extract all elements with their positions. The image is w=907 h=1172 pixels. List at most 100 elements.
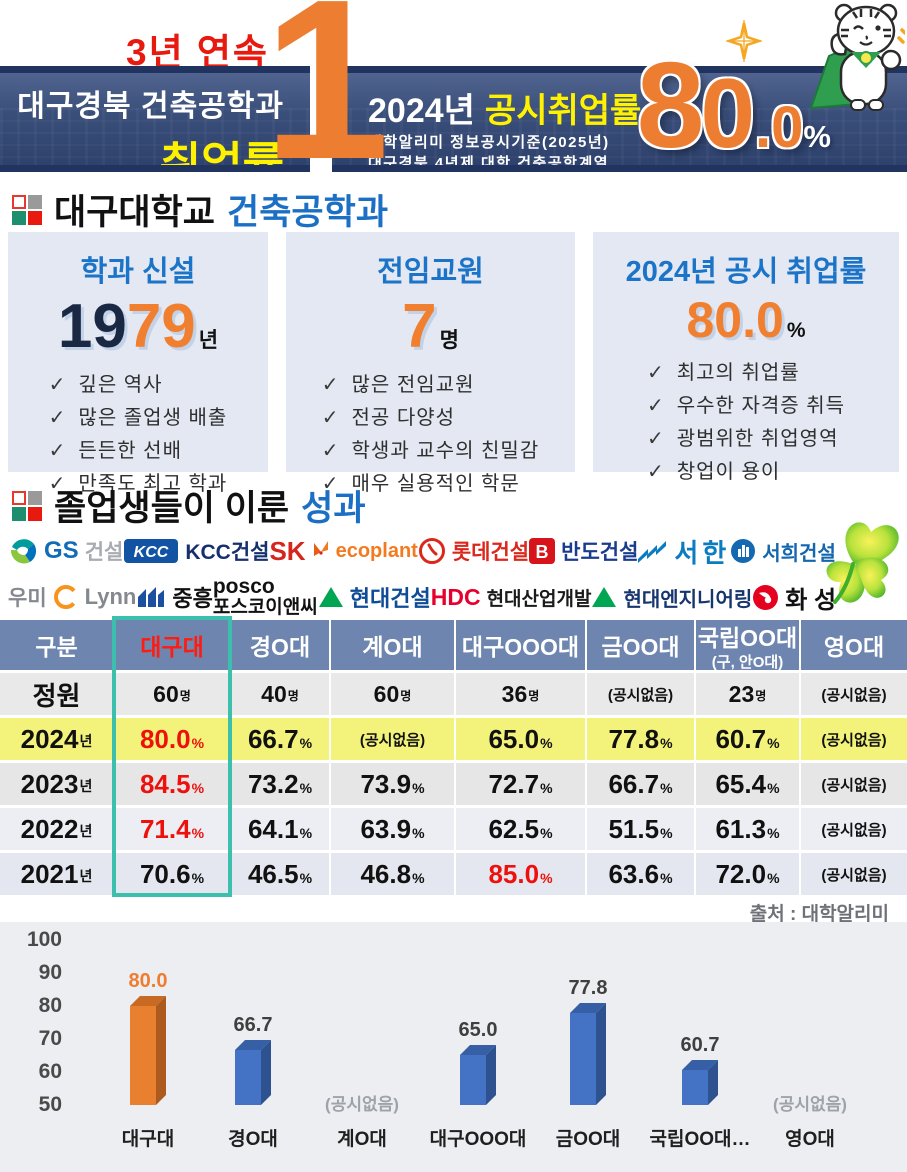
table-cell: (공시없음) [801,853,907,895]
check-item: ✓ 우수한 자격증 취득 [647,390,845,423]
info-card: 전임교원 7 명 ✓ 많은 전임교원 ✓ 전공 다양성 ✓ 학생과 교수의 친밀감 ✓ 매우 실용적… [286,232,575,495]
row-label-unit: 년 [79,822,93,839]
no-data-text: (공시없음) [821,776,887,794]
banner-right-source-line2: 대구경북 4년제 대학 건축공학계열 [368,155,610,172]
cell-unit: % [540,869,553,886]
table-cell: 71.4% [115,808,229,850]
kcc-box-icon: KCC [123,538,179,564]
employment-bar-chart: 100 90 80 70 60 50 80.0 대구대 66.7 경O대 (공시없음) 계O대 65.0… [0,922,907,1172]
data-source: 출처 : 대학알리미 [749,904,889,925]
check-icon: ✓ [646,460,665,483]
cell-unit: 명 [755,688,767,703]
bar-value-label: 80.0 [128,970,168,992]
cell-unit: 명 [400,688,412,703]
lotte-construction-text: 롯데건설 [451,541,530,564]
hyundai-construction-logo: 현대건설 [318,581,431,613]
card-value: 80.0% [593,294,899,347]
y-tick-label: 60 [38,1060,62,1083]
cell-unit: % [412,824,425,841]
y-tick-label: 70 [38,1027,62,1050]
cell-unit: % [540,824,553,841]
table-cell: 62.5% [456,808,585,850]
section1-heading: 대구대학교 건축공학과 [12,184,388,235]
hyundai-engineering-text: 현대엔지니어링 [623,588,753,611]
check-icon: ✓ [48,374,67,397]
lotte-construction-logo: 롯데건설 [418,536,529,566]
hdc-hyundai-development-logo: HDC 현대산업개발 [431,584,592,611]
table-header-cell: 영O대 [801,620,907,670]
cell-unit: % [191,734,205,751]
check-item: ✓ 든든한 선배 [49,435,228,468]
seohee-circle-icon [730,538,756,564]
seohan-text: 서한 [674,537,731,568]
no-data-text: (공시없음) [821,731,887,749]
table-header-label: 국립OO대 [697,624,798,651]
row-label-unit: 년 [79,867,93,884]
cell-unit: % [299,779,313,796]
chart-no-data-label: (공시없음) [325,1095,399,1114]
table-header-label: 경O대 [249,634,311,660]
cell-unit: % [767,734,780,751]
seohee-construction-text: 서희건설 [762,542,836,565]
table-cell: 46.5% [231,853,329,895]
cell-value: 80.0 [139,723,191,754]
posco-enc-text: posco 포스코이앤씨 [212,575,318,618]
table-header-cell: 경O대 [231,620,329,670]
table-header-cell: 계O대 [331,620,454,670]
gs-swirl-icon [8,536,38,566]
check-icon: ✓ [646,394,665,417]
x-tick-label: 대구대 [121,1129,175,1150]
no-data-text: (공시없음) [821,866,887,884]
cell-unit: % [767,824,780,841]
cell-unit: % [412,779,425,796]
check-icon: ✓ [48,440,67,463]
x-tick-label: 대구OOO대 [429,1129,527,1150]
sk-butterfly-icon [312,541,330,561]
company-logos-row2: 우미 Lynn 중흥 posco 포스코이앤씨 현대건설 HDC 현대산업개발 현대엔지니어링 화… [8,575,836,618]
cell-unit: % [191,869,205,886]
cell-value: 63.9 [360,813,412,844]
x-tick-label: 영O대 [785,1129,835,1150]
table-cell: (공시없음) [587,673,694,715]
table-header-cell: 대구대 [115,620,229,670]
bando-b-icon: B [529,538,556,564]
check-icon: ✓ [646,427,665,450]
table-cell: 70.6% [115,853,229,895]
no-data-text: (공시없음) [607,686,674,704]
check-item: ✓ 학생과 교수의 친밀감 [322,435,539,468]
check-item-text: 창업이 용이 [676,460,781,483]
check-item-text: 매우 실용적인 학문 [351,473,520,496]
table-cell: 65.4% [696,763,799,805]
joongheung-text: 중흥 [172,586,213,611]
table-row-label: 2021 년 [0,853,113,895]
chart-bar [130,996,166,1110]
hyundai-construction-text: 현대건설 [349,586,431,611]
cell-unit: % [540,734,553,751]
table-header-label: 대구OOO대 [461,634,580,660]
table-header-label: 대구대 [140,634,204,660]
logo-text-line: posco [212,575,275,598]
sk-ecoplant-text: ecoplant [335,539,418,562]
chart-bar [682,1060,718,1110]
cell-unit: 명 [179,688,191,703]
check-item-text: 광범위한 취업영역 [676,427,839,450]
green-triangle-icon [591,586,617,608]
card-value: 1979 년 [8,294,268,359]
section1-title-black: 대구대학교 [54,193,216,232]
table-header-cell: 대구OOO대 [456,620,585,670]
cell-value: 66.7 [247,723,299,754]
headline-employment-rate: 8 0.0% [637,44,831,166]
banner-left-title: 대구경북 건축공학과 [17,90,284,123]
x-tick-label: 국립OO대… [649,1129,751,1150]
table-header-cell: 국립OO대 (구, 안O대) [696,620,799,671]
cell-unit: % [767,779,780,796]
check-item-text: 전공 다양성 [351,407,456,430]
check-item-text: 최고의 취업률 [676,361,800,384]
cell-unit: % [767,869,780,886]
comparison-table: 구분 대구대 경O대 계O대 대구OOO대 금OO대 국립OO대 (구, 안O대) 영O대 정원 6… [0,616,907,897]
table-cell: 23 명 [696,673,799,715]
cell-unit: 명 [287,688,299,703]
tiger-mascot-icon [799,0,907,119]
cell-value: 73.2 [247,768,299,799]
